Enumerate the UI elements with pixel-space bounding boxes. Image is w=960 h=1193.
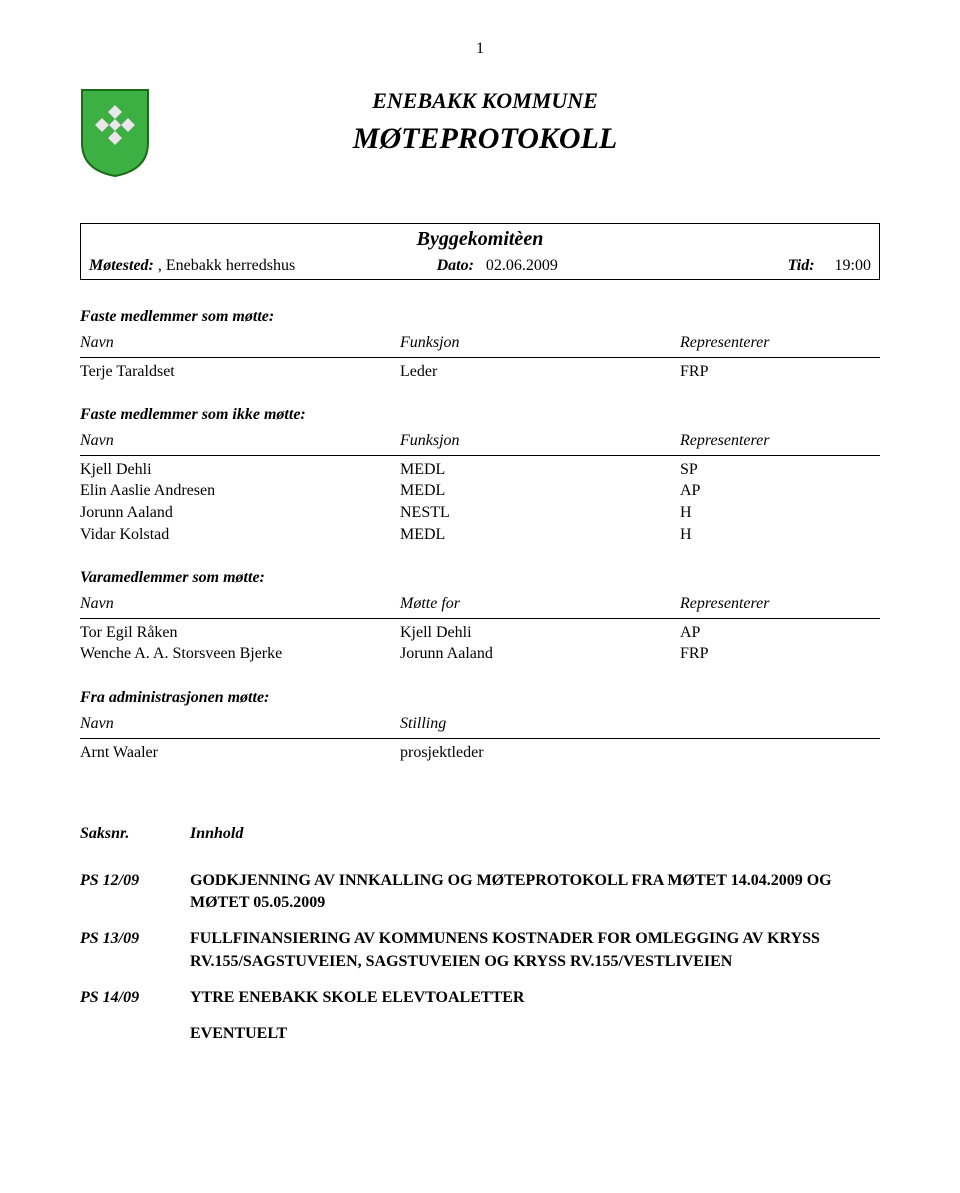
table-header-row: Navn Funksjon Representerer — [80, 332, 880, 358]
table-row: Kjell Dehli MEDL SP — [80, 459, 880, 481]
col-innhold: Innhold — [190, 823, 880, 845]
table-faste-medlemmer: Navn Funksjon Representerer Terje Tarald… — [80, 332, 880, 382]
page-number: 1 — [80, 40, 880, 58]
agenda-text: EVENTUELT — [190, 1023, 880, 1045]
agenda-item: PS 12/09 GODKJENNING AV INNKALLING OG MØ… — [80, 870, 880, 915]
cell-navn: Kjell Dehli — [80, 459, 400, 481]
cell-motte-for: Jorunn Aaland — [400, 643, 680, 665]
col-representerer: Representerer — [680, 332, 880, 354]
col-stilling: Stilling — [400, 713, 880, 735]
col-funksjon: Funksjon — [400, 332, 680, 354]
document-header: ENEBAKK KOMMUNE MØTEPROTOKOLL — [80, 88, 880, 183]
agenda-code: PS 13/09 — [80, 928, 190, 973]
section-admin: Fra administrasjonen møtte: Navn Stillin… — [80, 689, 880, 763]
col-navn: Navn — [80, 713, 400, 735]
meeting-info-box: Byggekomitèen Møtested: , Enebakk herred… — [80, 223, 880, 280]
coat-of-arms-icon — [80, 88, 150, 183]
table-row: Wenche A. A. Storsveen Bjerke Jorunn Aal… — [80, 643, 880, 665]
cell-rep: SP — [680, 459, 880, 481]
col-navn: Navn — [80, 332, 400, 354]
agenda-item: EVENTUELT — [80, 1023, 880, 1045]
col-navn: Navn — [80, 593, 400, 615]
section-faste-ikke: Faste medlemmer som ikke møtte: Navn Fun… — [80, 406, 880, 545]
cell-stilling: prosjektleder — [400, 742, 880, 764]
cell-navn: Terje Taraldset — [80, 361, 400, 383]
committee-name: Byggekomitèen — [89, 228, 871, 251]
table-row: Jorunn Aaland NESTL H — [80, 502, 880, 524]
cell-funksjon: MEDL — [400, 524, 680, 546]
agenda-item: PS 14/09 YTRE ENEBAKK SKOLE ELEVTOALETTE… — [80, 987, 880, 1009]
tid-value: 19:00 — [835, 257, 871, 274]
agenda-text: YTRE ENEBAKK SKOLE ELEVTOALETTER — [190, 987, 880, 1009]
table-vara: Navn Møtte for Representerer Tor Egil Rå… — [80, 593, 880, 665]
section-vara: Varamedlemmer som møtte: Navn Møtte for … — [80, 569, 880, 665]
col-navn: Navn — [80, 430, 400, 452]
meeting-place: Møtested: , Enebakk herredshus — [89, 257, 437, 275]
cell-funksjon: Leder — [400, 361, 680, 383]
table-header-row: Navn Møtte for Representerer — [80, 593, 880, 619]
title-block: ENEBAKK KOMMUNE MØTEPROTOKOLL — [170, 88, 880, 156]
table-header-row: Navn Funksjon Representerer — [80, 430, 880, 456]
dato-value: 02.06.2009 — [486, 257, 558, 274]
agenda-item: PS 13/09 FULLFINANSIERING AV KOMMUNENS K… — [80, 928, 880, 973]
dato-label: Dato: — [437, 257, 474, 274]
cell-rep: AP — [680, 480, 880, 502]
cell-rep: FRP — [680, 361, 880, 383]
tid-label: Tid: — [788, 257, 815, 274]
table-row: Tor Egil Råken Kjell Dehli AP — [80, 622, 880, 644]
table-row: Arnt Waaler prosjektleder — [80, 742, 880, 764]
agenda-header-row: Saksnr. Innhold — [80, 823, 880, 845]
cell-navn: Elin Aaslie Andresen — [80, 480, 400, 502]
agenda-text: GODKJENNING AV INNKALLING OG MØTEPROTOKO… — [190, 870, 880, 915]
table-row: Vidar Kolstad MEDL H — [80, 524, 880, 546]
table-admin: Navn Stilling Arnt Waaler prosjektleder — [80, 713, 880, 763]
cell-navn: Wenche A. A. Storsveen Bjerke — [80, 643, 400, 665]
agenda-code — [80, 1023, 190, 1045]
protokoll-title: MØTEPROTOKOLL — [170, 122, 800, 156]
col-motte-for: Møtte for — [400, 593, 680, 615]
cell-rep: H — [680, 502, 880, 524]
cell-funksjon: MEDL — [400, 459, 680, 481]
agenda-section: Saksnr. Innhold PS 12/09 GODKJENNING AV … — [80, 823, 880, 1046]
col-representerer: Representerer — [680, 593, 880, 615]
meeting-time: Tid: 19:00 — [726, 257, 871, 275]
cell-navn: Arnt Waaler — [80, 742, 400, 764]
kommune-title: ENEBAKK KOMMUNE — [170, 88, 800, 114]
cell-navn: Jorunn Aaland — [80, 502, 400, 524]
agenda-code: PS 12/09 — [80, 870, 190, 915]
agenda-code: PS 14/09 — [80, 987, 190, 1009]
col-funksjon: Funksjon — [400, 430, 680, 452]
motested-label: Møtested: — [89, 257, 154, 274]
cell-navn: Vidar Kolstad — [80, 524, 400, 546]
table-row: Elin Aaslie Andresen MEDL AP — [80, 480, 880, 502]
table-row: Terje Taraldset Leder FRP — [80, 361, 880, 383]
cell-funksjon: NESTL — [400, 502, 680, 524]
cell-rep: H — [680, 524, 880, 546]
cell-rep: AP — [680, 622, 880, 644]
col-saksnr: Saksnr. — [80, 823, 190, 845]
motested-value: , Enebakk herredshus — [158, 257, 295, 274]
section-heading: Faste medlemmer som møtte: — [80, 308, 880, 326]
cell-motte-for: Kjell Dehli — [400, 622, 680, 644]
meeting-date: Dato: 02.06.2009 — [437, 257, 727, 275]
cell-rep: FRP — [680, 643, 880, 665]
col-representerer: Representerer — [680, 430, 880, 452]
section-heading: Faste medlemmer som ikke møtte: — [80, 406, 880, 424]
agenda-text: FULLFINANSIERING AV KOMMUNENS KOSTNADER … — [190, 928, 880, 973]
section-heading: Varamedlemmer som møtte: — [80, 569, 880, 587]
cell-funksjon: MEDL — [400, 480, 680, 502]
section-faste-medlemmer: Faste medlemmer som møtte: Navn Funksjon… — [80, 308, 880, 382]
section-heading: Fra administrasjonen møtte: — [80, 689, 880, 707]
cell-navn: Tor Egil Råken — [80, 622, 400, 644]
table-faste-ikke: Navn Funksjon Representerer Kjell Dehli … — [80, 430, 880, 545]
table-header-row: Navn Stilling — [80, 713, 880, 739]
